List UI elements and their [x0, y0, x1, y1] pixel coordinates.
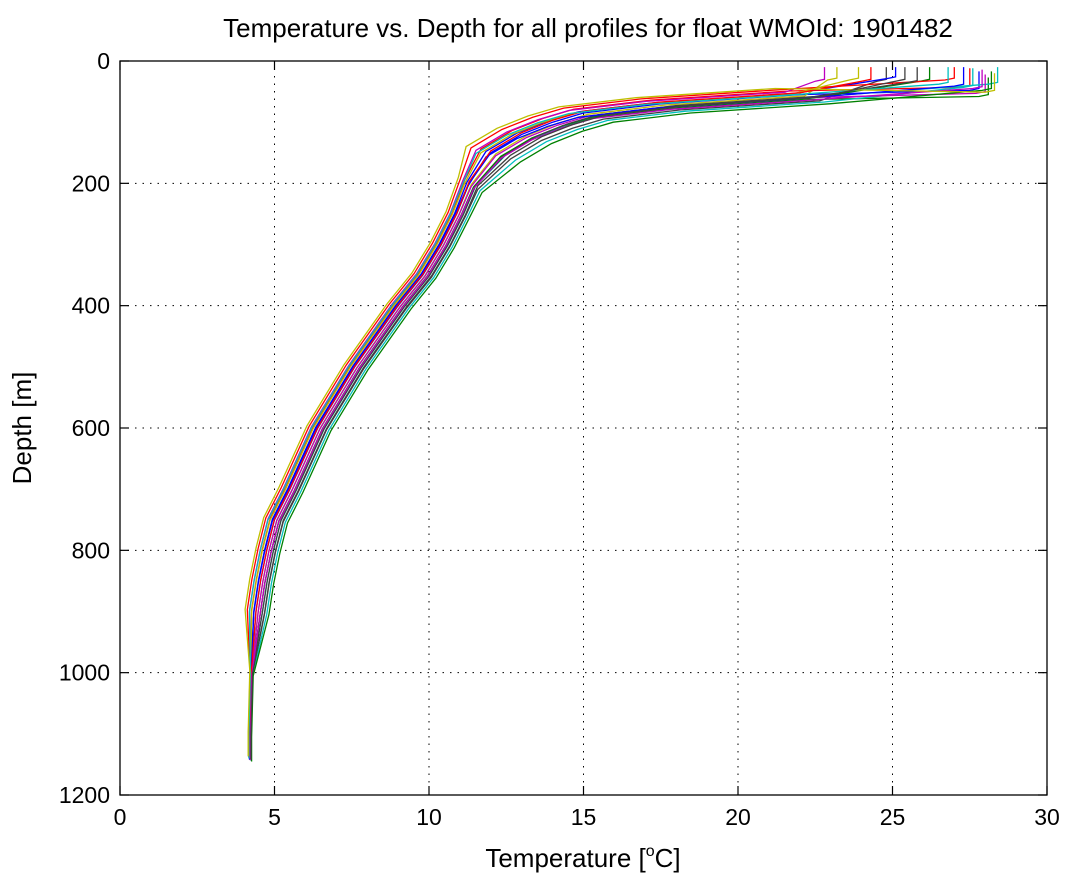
- profile-line: [248, 68, 971, 757]
- profile-line: [249, 77, 989, 760]
- x-tick-label: 30: [1034, 804, 1060, 830]
- profile-line: [249, 71, 980, 759]
- y-tick-label: 1200: [59, 782, 110, 808]
- x-tick-label: 10: [416, 804, 442, 830]
- profile-line: [249, 67, 838, 759]
- x-tick-label: 20: [725, 804, 751, 830]
- x-tick-label: 5: [268, 804, 281, 830]
- x-tick-label: 15: [571, 804, 597, 830]
- profile-line: [250, 67, 918, 759]
- profile-line: [250, 67, 906, 760]
- x-tick-label: 25: [880, 804, 906, 830]
- y-axis-label: Depth [m]: [7, 372, 37, 485]
- x-tick-label: 0: [114, 804, 127, 830]
- grid: [120, 61, 1047, 795]
- profile-line: [248, 67, 949, 759]
- y-tick-label: 200: [72, 170, 110, 196]
- profile-line: [249, 74, 986, 760]
- profile-line: [250, 71, 993, 762]
- y-tick-label: 1000: [59, 660, 110, 686]
- y-tick-label: 0: [97, 48, 110, 74]
- profile-line: [249, 67, 872, 758]
- y-tick-label: 800: [72, 537, 110, 563]
- profile-line: [249, 67, 931, 760]
- profile-line: [250, 67, 999, 760]
- profile-line: [250, 67, 887, 761]
- profile-line: [248, 67, 860, 759]
- profile-line: [246, 67, 955, 757]
- profile-line: [248, 67, 965, 760]
- chart-title: Temperature vs. Depth for all profiles f…: [223, 13, 953, 43]
- y-tick-label: 600: [72, 415, 110, 441]
- profile-lines: [244, 67, 999, 762]
- profile-line: [244, 73, 996, 757]
- profile-line: [250, 68, 974, 761]
- profile-line: [248, 67, 897, 758]
- y-tick-label: 400: [72, 293, 110, 319]
- axis-ticks: 0 5 10 15 20 25 30 0 200 400 600 800 1000 1200: [59, 48, 1060, 830]
- x-axis-label: Temperature [oC]: [485, 843, 680, 873]
- profile-line: [249, 69, 983, 761]
